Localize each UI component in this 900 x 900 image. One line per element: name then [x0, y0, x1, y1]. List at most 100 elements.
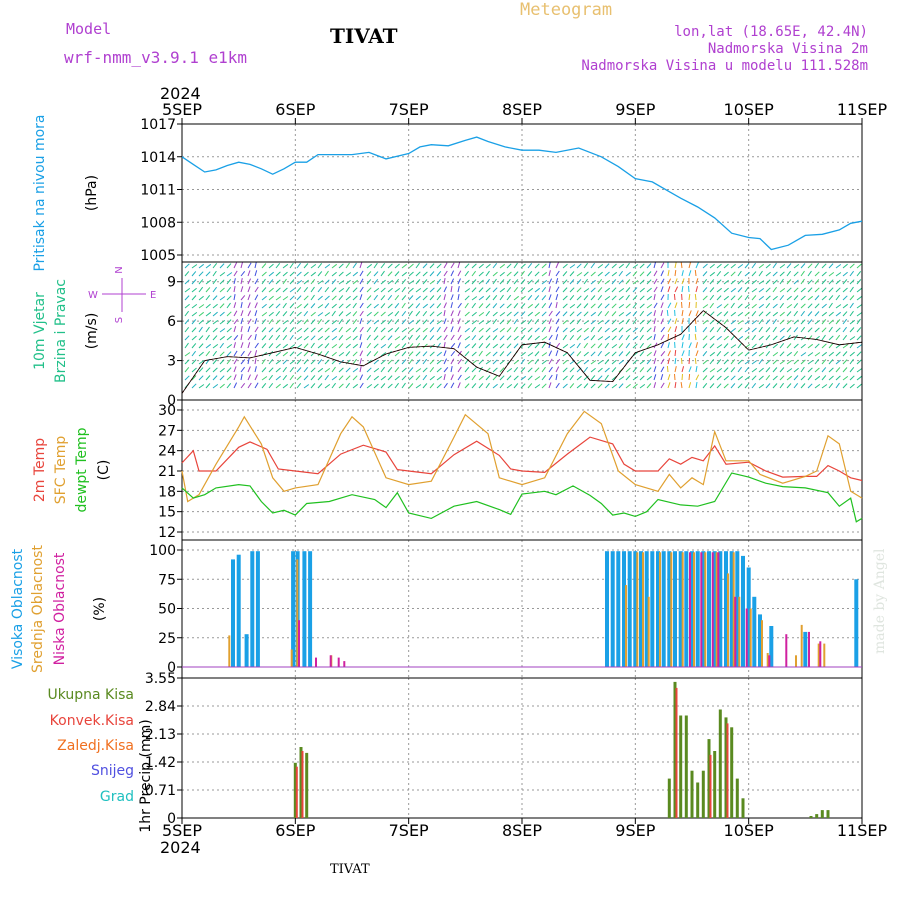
wind-barb — [821, 287, 827, 293]
wind-barb — [296, 375, 302, 381]
wind-barb — [296, 279, 303, 285]
wind-barb — [632, 310, 638, 317]
wind-barb — [807, 360, 814, 365]
wind-barb — [772, 279, 778, 285]
wind-barb — [478, 271, 484, 277]
wind-barb — [694, 357, 697, 365]
wind-barb — [765, 287, 771, 293]
wind-barb — [219, 279, 225, 285]
top-axis-label: 8SEP — [502, 100, 542, 119]
wind-barb — [814, 262, 819, 269]
wind-barb — [520, 375, 527, 381]
wind-barb — [751, 382, 757, 389]
y-tick-label: 1014 — [140, 150, 176, 166]
wind-barb — [254, 366, 257, 373]
wind-barb — [828, 279, 834, 285]
wind-barb — [464, 327, 470, 333]
wind-barb — [457, 326, 461, 333]
wind-barb — [464, 376, 471, 381]
wind-barb — [429, 279, 436, 285]
wind-barb — [856, 304, 863, 309]
wind-barb — [352, 295, 358, 301]
wind-barb — [695, 262, 699, 269]
wind-barb — [450, 334, 455, 341]
wind-barb — [821, 279, 827, 285]
wind-barb — [737, 263, 744, 269]
wind-barb — [198, 335, 204, 341]
wind-barb — [429, 287, 435, 293]
wind-barb — [688, 285, 690, 293]
mid-cloud-bar — [704, 552, 707, 667]
wind-barb — [296, 327, 303, 333]
wind-barb — [275, 359, 282, 365]
wind-barb — [765, 279, 771, 285]
wind-barb — [331, 351, 337, 357]
wind-barb — [590, 287, 596, 293]
wind-barb — [723, 295, 730, 301]
wind-barb — [415, 279, 421, 285]
wind-barb — [450, 294, 454, 301]
low-cloud-bar — [717, 552, 720, 667]
wind-barb — [611, 263, 617, 269]
wind-barb — [653, 382, 657, 389]
wind-barb — [450, 326, 454, 333]
wind-barb — [534, 335, 540, 341]
wind-barb — [849, 375, 855, 381]
wind-barb — [366, 383, 373, 389]
wind-barb — [359, 270, 364, 277]
wind-barb — [485, 335, 491, 341]
wind-barb — [779, 351, 785, 357]
total-rain-bar — [826, 810, 830, 818]
wind-barb — [275, 262, 281, 269]
wind-barb — [303, 366, 309, 373]
wind-barb — [681, 270, 684, 277]
wind-barb — [849, 319, 856, 325]
wind-barb — [513, 262, 518, 269]
low-cloud-bar — [808, 631, 810, 667]
bottom-axis-year: 2024 — [160, 838, 201, 857]
y-tick-label: 15 — [158, 505, 176, 521]
wind-barb — [233, 326, 237, 333]
wind-barb — [828, 271, 835, 277]
high-cloud-bar — [758, 614, 762, 667]
wind-barb — [632, 367, 638, 373]
wind-barb — [499, 287, 506, 293]
wind-barb — [520, 358, 525, 365]
wind-barb — [814, 352, 821, 357]
wind-barb — [240, 270, 246, 277]
y-tick-label: 30 — [158, 403, 176, 419]
wind-barb — [310, 342, 315, 349]
wind-barb — [555, 374, 558, 381]
wind-barb — [625, 383, 631, 389]
wind-barb — [604, 367, 610, 373]
compass-west: W — [88, 290, 98, 301]
wind-barb — [331, 335, 338, 341]
wind-barb — [632, 383, 638, 389]
wind-barb — [240, 334, 243, 341]
wind-barb — [478, 327, 484, 333]
wind-barb — [212, 311, 218, 317]
wind-barb — [254, 261, 257, 269]
wind-barb — [758, 375, 764, 381]
wind-barb — [464, 343, 470, 349]
wind-barb — [394, 302, 400, 309]
wind-barb — [716, 359, 722, 365]
wind-barb — [667, 382, 671, 389]
wind-barb — [639, 375, 645, 381]
wind-barb — [562, 383, 568, 389]
wind-barb — [492, 294, 498, 301]
wind-barb — [198, 319, 204, 325]
wind-barb — [394, 382, 400, 389]
wind-barb — [807, 383, 813, 389]
wind-barb — [779, 271, 785, 277]
bottom-axis-label: 9SEP — [615, 821, 655, 840]
wind-barb — [604, 319, 610, 325]
wind-barb — [779, 375, 785, 381]
wind-barb — [639, 342, 644, 349]
wind-barb — [443, 302, 447, 309]
wind-barb — [680, 357, 683, 365]
wind-barb — [856, 287, 863, 293]
wind-barb — [695, 374, 700, 381]
high-cloud-bar — [644, 551, 649, 667]
wind-barb — [702, 350, 708, 357]
